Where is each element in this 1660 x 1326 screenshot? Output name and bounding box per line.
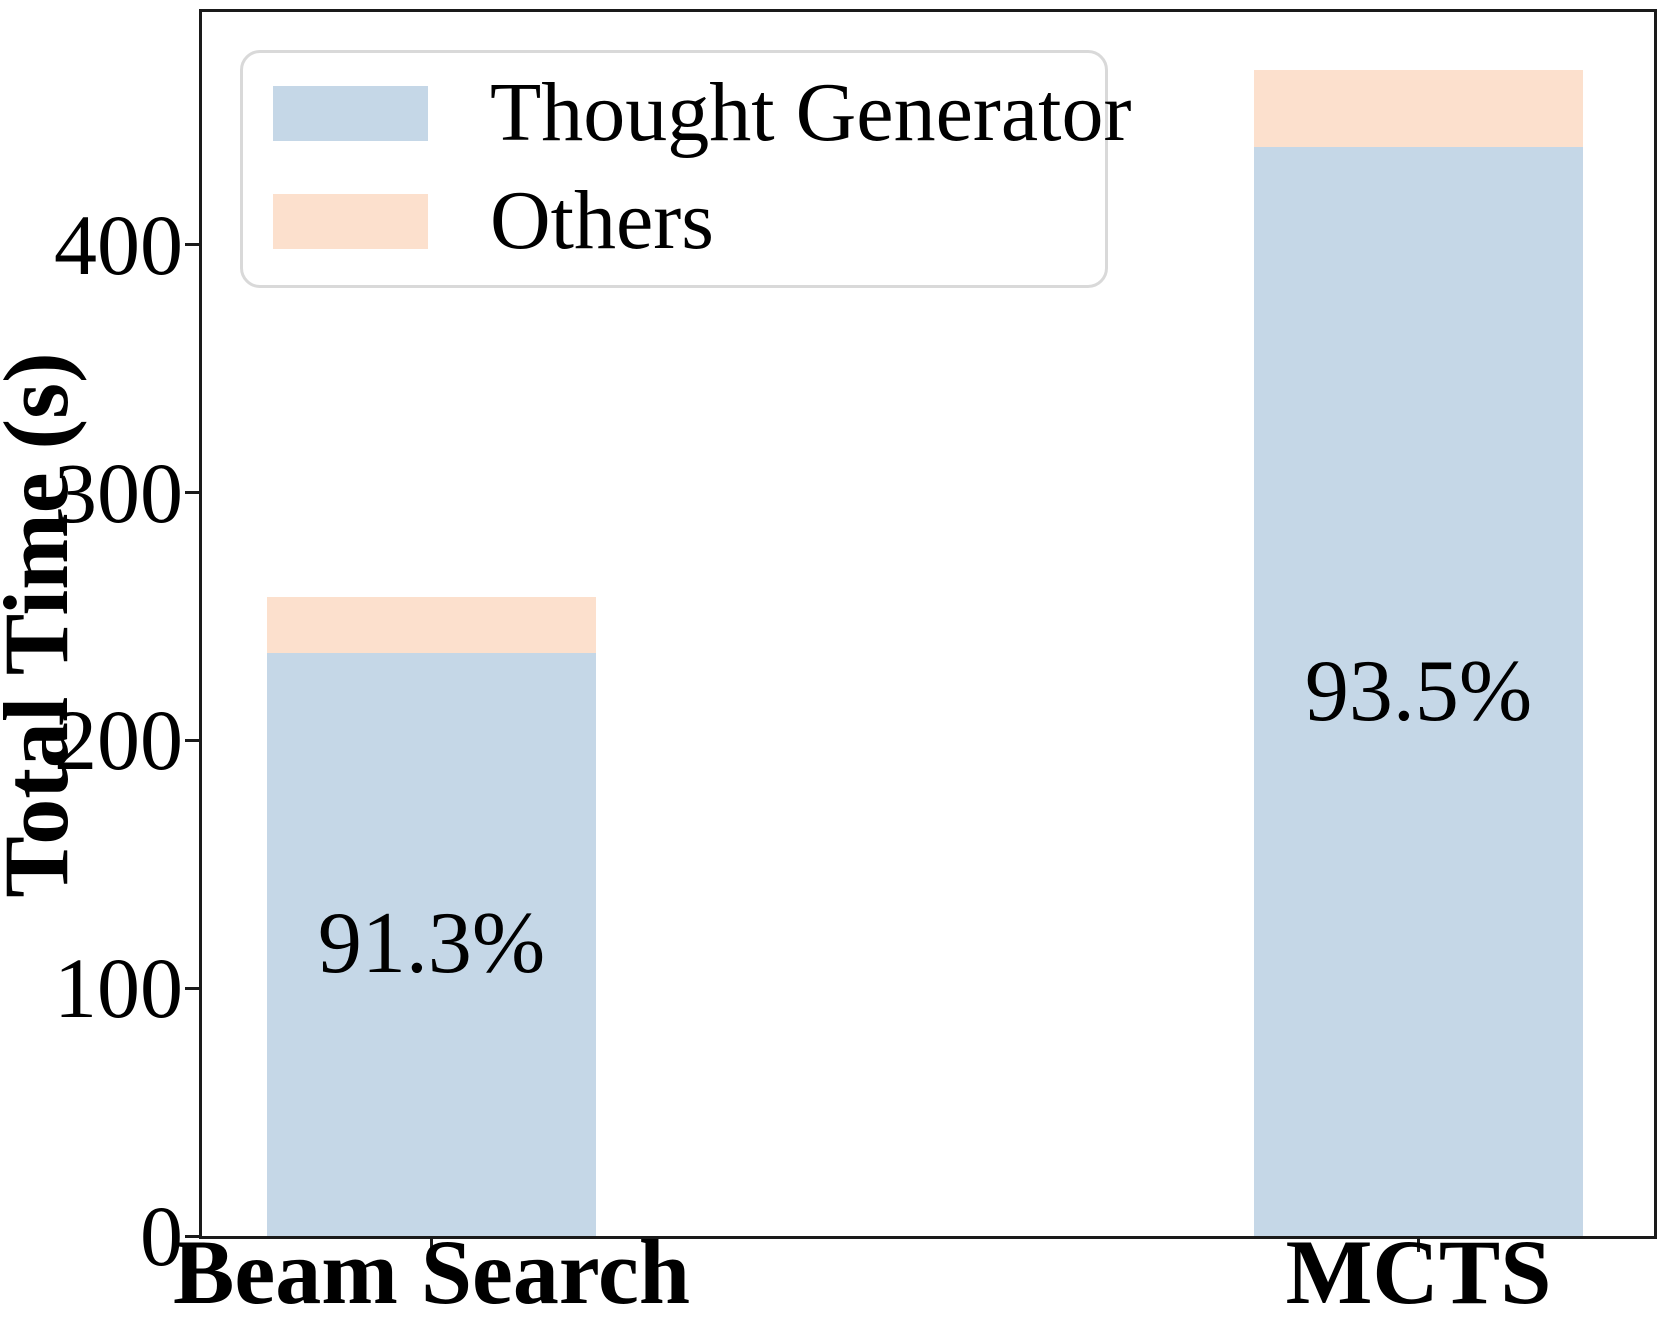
legend-swatch-others [273,193,428,249]
y-tick-label-200: 200 [54,692,183,789]
legend-swatch-thought-generator [273,85,428,141]
x-tick-mark-mcts [1417,1239,1420,1252]
y-tick-mark-100 [185,986,199,990]
y-tick-label-0: 0 [140,1188,183,1284]
legend-item-thought-generator: Thought Generator [273,58,1131,168]
legend-item-others: Others [273,166,714,276]
y-tick-mark-0 [185,1234,199,1238]
y-tick-mark-400 [185,243,199,247]
bar-segment-beam-search-others [267,596,596,653]
bar-segment-beam-search-thought-generator [267,652,596,1236]
bar-segment-mcts-others [1254,70,1583,148]
bar-segment-mcts-thought-generator [1254,147,1583,1236]
legend: Thought Generator Others [240,50,1131,288]
y-tick-mark-200 [185,738,199,742]
y-axis-label: Total Time (s) [0,352,87,898]
y-tick-label-400: 400 [54,196,183,293]
legend-label-others: Others [490,174,714,267]
x-axis-label-beam-search: Beam Search [172,1221,691,1323]
y-tick-label-300: 300 [54,444,183,541]
y-tick-label-100: 100 [54,940,183,1037]
x-axis-label-mcts: MCTS [1285,1221,1552,1323]
bar-percent-label-beam-search: 91.3% [317,895,546,993]
x-tick-mark-beam-search [430,1239,433,1252]
plot-area: Thought Generator Others 91.3% 93.5% [199,9,1657,1239]
bar-percent-label-mcts: 93.5% [1304,642,1533,740]
y-tick-mark-300 [185,491,199,495]
legend-label-thought-generator: Thought Generator [490,66,1132,159]
